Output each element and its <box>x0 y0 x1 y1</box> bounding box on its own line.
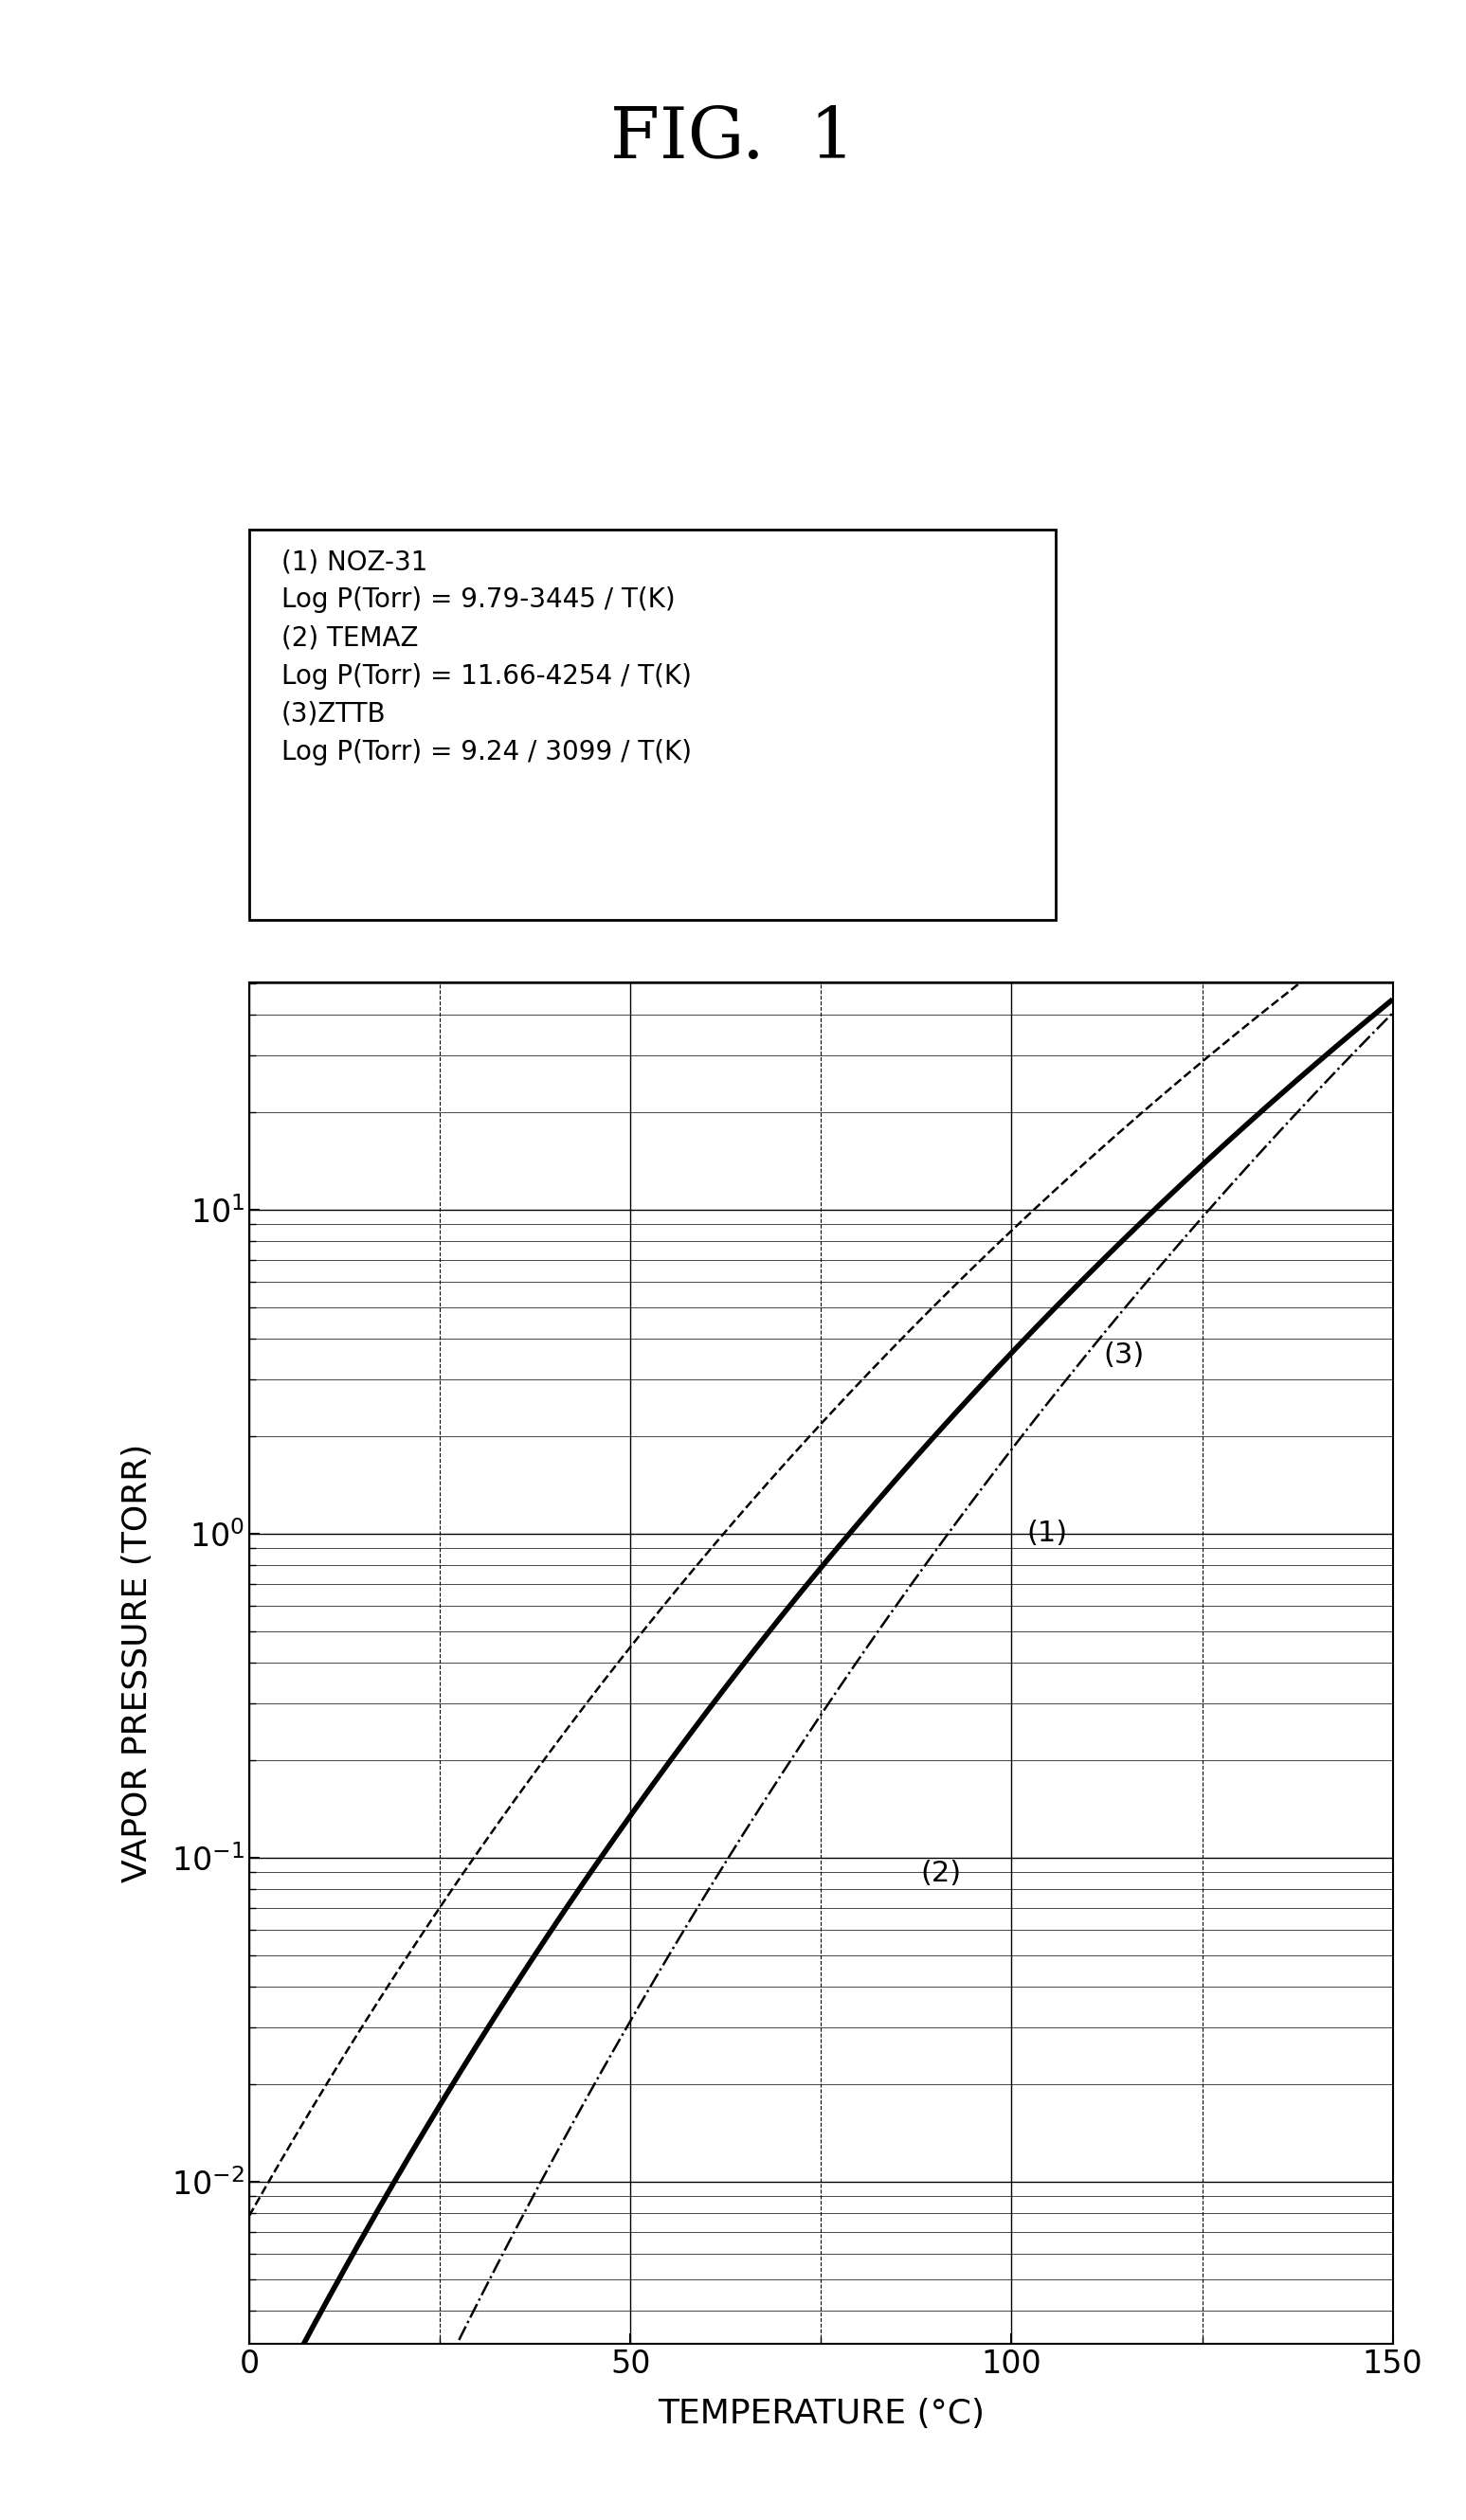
Text: (2): (2) <box>921 1860 960 1887</box>
Text: FIG.  1: FIG. 1 <box>611 103 855 174</box>
Y-axis label: VAPOR PRESSURE (TORR): VAPOR PRESSURE (TORR) <box>120 1444 152 1882</box>
Text: (1) NOZ-31
Log P(Torr) = 9.79-3445 / T(K)
(2) TEMAZ
Log P(Torr) = 11.66-4254 / T: (1) NOZ-31 Log P(Torr) = 9.79-3445 / T(K… <box>281 549 692 766</box>
X-axis label: TEMPERATURE (°C): TEMPERATURE (°C) <box>657 2399 985 2429</box>
Text: (3): (3) <box>1102 1341 1143 1368</box>
Text: (1): (1) <box>1026 1520 1067 1547</box>
